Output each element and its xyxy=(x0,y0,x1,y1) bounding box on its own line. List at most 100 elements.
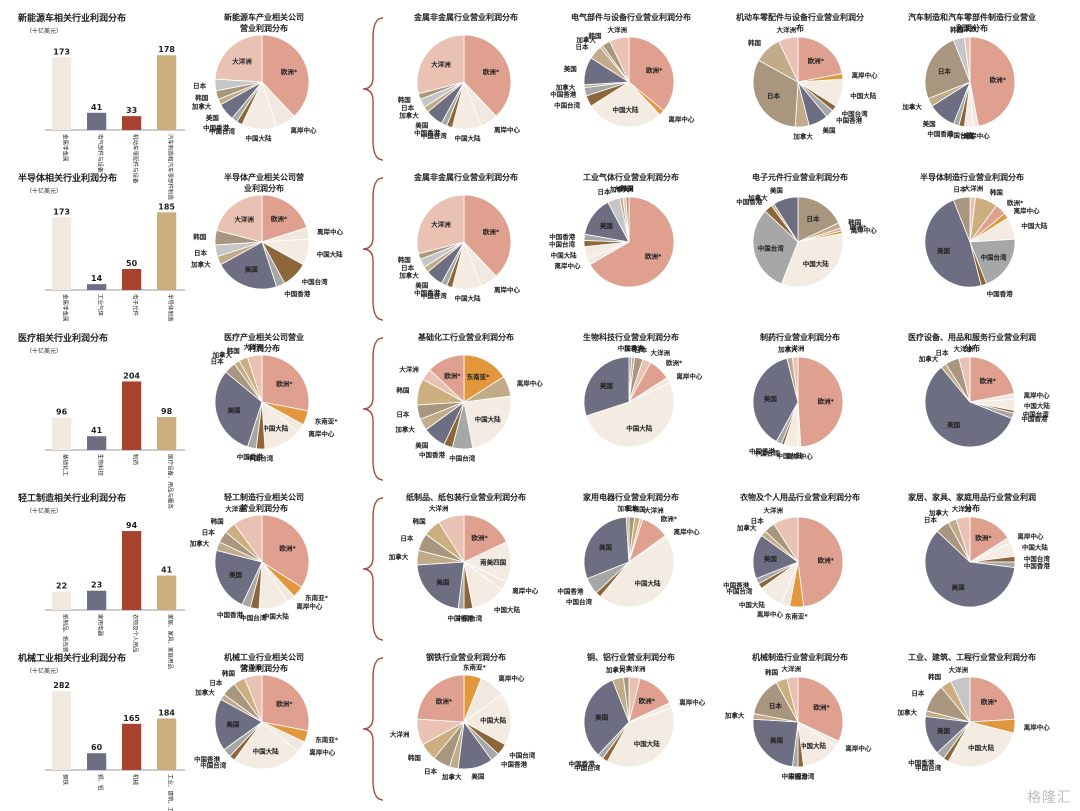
pie-slice-label: 加拿大 xyxy=(394,424,415,433)
pie-slice-label: 中国香港 xyxy=(237,452,264,461)
pie-slice-label: 大洋洲 xyxy=(626,664,646,673)
pie-slice-label: 离岸中心 xyxy=(787,451,814,460)
pie-slice-label: 大洋洲 xyxy=(948,665,968,674)
pie-slice xyxy=(955,516,971,563)
pie-slice-label: 韩国 xyxy=(413,517,427,526)
bar xyxy=(87,284,107,290)
pie-slice-label: 离岸中心 xyxy=(964,131,991,140)
bar-value-label: 94 xyxy=(126,521,138,530)
pie-slice-label: 中国大陆 xyxy=(634,739,661,748)
pie-slice-label: 欧洲* xyxy=(818,397,835,406)
pie-slice-label: 中国香港 xyxy=(736,197,763,206)
pie-slice-label: 加拿大 xyxy=(441,772,462,781)
pie-slice-label: 中国香港 xyxy=(419,450,446,459)
pie-slice xyxy=(233,721,299,770)
pie-slice-label: 韩国 xyxy=(950,25,964,34)
pie-slice xyxy=(585,382,675,448)
pie-slice-label: 大洋洲 xyxy=(390,730,410,739)
pie-slice-label: 欧洲* xyxy=(639,696,656,705)
watermark: 格隆汇 xyxy=(1027,790,1072,806)
pie-slice-label: 美国 xyxy=(415,121,429,130)
pie-slice-label: 韩国 xyxy=(398,255,412,264)
pie-slice-label: 离岸中心 xyxy=(517,379,544,388)
bar xyxy=(122,531,142,610)
pie-slice-label: 中国大陆 xyxy=(626,423,653,432)
bar-value-label: 178 xyxy=(158,45,175,54)
pie-slice-label: 离岸中心 xyxy=(676,371,703,380)
pie-chart-title: 衣物及个人用品行业营业利润分布 xyxy=(740,492,860,502)
pie-slice xyxy=(778,36,799,83)
bar-category-label: 工业、建筑、工程 xyxy=(167,774,175,811)
pie-slice-label: 日本 xyxy=(211,357,225,366)
bar-chart-title: 半导体相关行业利润分布 xyxy=(18,172,117,184)
pie-slice xyxy=(622,676,630,723)
pie-slice-label: 加拿大 xyxy=(605,665,626,674)
pie-slice xyxy=(958,356,971,403)
pie-slice-label: 中国台湾 xyxy=(566,597,593,606)
bar-value-label: 204 xyxy=(123,371,140,380)
pie-slice-label: 大洋洲 xyxy=(964,184,984,193)
pie-slice-label: 中国台湾 xyxy=(554,100,581,109)
pie-chart-title: 汽车制造和汽车零部件制造行业营业 xyxy=(908,12,1036,22)
pie-chart-title: 营业利润分布 xyxy=(240,503,288,513)
pie-chart-title: 布 xyxy=(795,23,804,33)
pie-slice-label: 中国香港 xyxy=(203,123,230,132)
pie-slice-label: 中国大陆 xyxy=(800,741,827,750)
pie-slice-label: 中国台湾 xyxy=(726,586,753,595)
pie-slice-label: 韩国 xyxy=(621,184,635,193)
pie-slice-label: 欧洲* xyxy=(281,67,298,76)
pie-slice xyxy=(463,514,508,563)
bar-value-label: 41 xyxy=(91,426,103,435)
pie-slice-label: 大洋洲 xyxy=(952,504,972,513)
pie-slice-label: 东南亚* xyxy=(467,372,491,381)
bar-category-label: 医疗设备、用品与服务 xyxy=(167,454,175,510)
pie-slice xyxy=(261,354,310,412)
pie-slice-label: 中国大陆 xyxy=(245,133,272,142)
pie-slice-label: 日本 xyxy=(396,410,410,419)
bar-chart-title: 新能源车相关行业利润分布 xyxy=(18,12,126,24)
pie-slice-label: 离岸中心 xyxy=(1024,723,1051,732)
pie-chart-title: 新能源车产业相关公司 xyxy=(224,12,304,22)
pie-slice-label: 美国 xyxy=(229,570,243,579)
pie-slice-label: 中国台湾 xyxy=(574,763,601,772)
pie-slice xyxy=(797,196,840,243)
pie-slice xyxy=(797,676,844,742)
pie-slice-label: 大洋洲 xyxy=(607,25,627,34)
pie-slice-label: 欧洲* xyxy=(980,376,997,385)
pie-slice xyxy=(797,356,844,448)
pie-slice-label: 欧洲* xyxy=(818,556,835,565)
bar xyxy=(52,217,72,290)
pie-slice-label: 离岸中心 xyxy=(1024,391,1051,400)
pie-slice-label: 中国台湾 xyxy=(754,448,781,457)
pie-slice-label: 欧洲* xyxy=(276,379,293,388)
pie-slice-label: 美国 xyxy=(600,381,614,390)
pie-chart-title: 利润分布 xyxy=(247,343,280,353)
pie-chart-title: 业利润分布 xyxy=(244,183,284,193)
bar xyxy=(122,269,142,290)
pie-slice xyxy=(780,233,844,288)
pie-slice-label: 韩国 xyxy=(211,517,225,526)
pie-slice xyxy=(463,693,512,746)
bar-value-label: 185 xyxy=(158,202,175,211)
pie-slice xyxy=(791,356,799,403)
bar xyxy=(122,116,142,130)
pie-slice-label: 日本 xyxy=(194,248,208,257)
pie-slice-label: 中国台湾 xyxy=(758,244,785,253)
pie-slice xyxy=(924,199,982,288)
pie-slice-label: 欧洲* xyxy=(279,543,296,552)
pie-slice-label: 加拿大 xyxy=(623,344,644,353)
pie-slice-label: 大洋洲 xyxy=(776,25,796,34)
pie-slice-label: 中国台湾 xyxy=(421,291,448,300)
pie-slice-label: 大洋洲 xyxy=(243,342,263,351)
bar-category-label: 家用电器 xyxy=(97,614,105,637)
pie-slice-label: 离岸中心 xyxy=(309,748,336,757)
pie-slice xyxy=(625,516,630,563)
pie-slice xyxy=(233,514,263,564)
bar xyxy=(87,112,107,130)
